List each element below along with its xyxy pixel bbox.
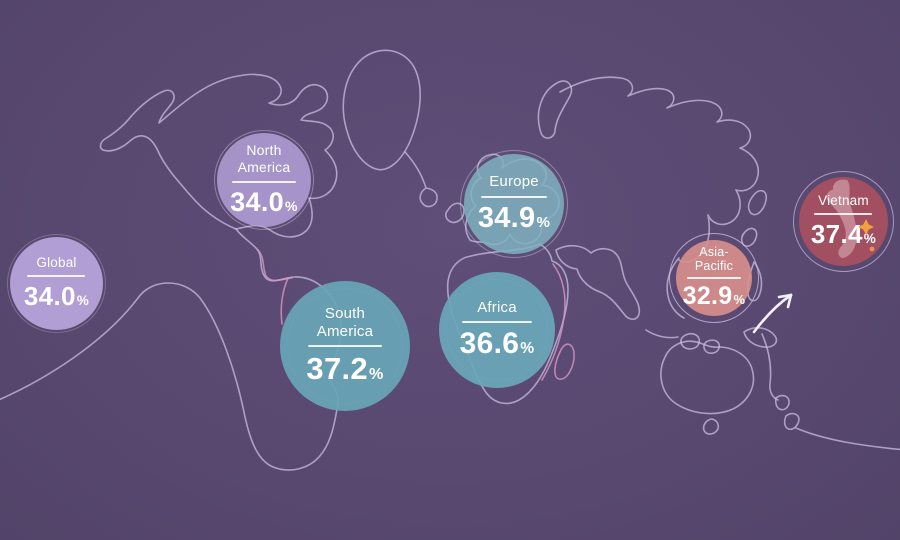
bubble-vietnam-unit: %	[863, 231, 877, 247]
bubble-europe-unit: %	[536, 213, 551, 231]
bubble-vietnam: Vietnam 37.4%	[793, 171, 894, 272]
bubble-europe: Europe 34.9%	[460, 150, 568, 258]
bubble-north-america: North America 34.0%	[214, 130, 314, 230]
bubble-north-america-value: 34.0	[230, 186, 284, 217]
bubble-north-america-divider	[232, 180, 296, 183]
bubble-africa-value: 36.6	[459, 327, 520, 361]
bubble-vietnam-divider	[814, 213, 873, 216]
bubble-africa-unit: %	[520, 340, 535, 358]
bubble-north-america-unit: %	[284, 197, 298, 214]
bubble-asia-pacific-label: Asia-Pacific	[694, 244, 734, 273]
bubble-north-america-label: North America	[237, 142, 291, 175]
bubble-asia-pacific-value: 32.9	[682, 282, 733, 311]
bubble-africa-label: Africa	[477, 298, 517, 316]
bubble-global: Global 34.0%	[7, 234, 106, 333]
arrow-icon	[752, 293, 793, 334]
bubble-south-america-divider	[307, 345, 382, 348]
bubble-global-divider	[27, 275, 86, 278]
bubble-vietnam-label: Vietnam	[818, 192, 869, 208]
bubble-global-unit: %	[76, 293, 90, 309]
bubble-vietnam-value: 37.4	[810, 219, 863, 250]
bubble-africa-divider	[461, 321, 532, 324]
bubble-europe-divider	[481, 195, 547, 198]
bubble-asia-pacific-divider	[687, 277, 741, 280]
bubble-global-label: Global	[36, 254, 77, 270]
vietnam-map-icon	[826, 179, 857, 258]
bubble-asia-pacific-unit: %	[733, 292, 746, 308]
bubble-europe-label: Europe	[489, 173, 539, 191]
bubble-south-america: South America 37.2%	[280, 281, 410, 411]
bubble-south-america-value: 37.2	[306, 351, 368, 387]
bubble-europe-value: 34.9	[477, 201, 536, 234]
bubble-asia-pacific: Asia-Pacific 32.9%	[669, 233, 759, 323]
bubble-south-america-unit: %	[368, 365, 384, 384]
bubble-global-value: 34.0	[23, 281, 76, 312]
bubble-south-america-label: South America	[316, 304, 374, 340]
bubble-africa: Africa 36.6%	[439, 272, 555, 388]
